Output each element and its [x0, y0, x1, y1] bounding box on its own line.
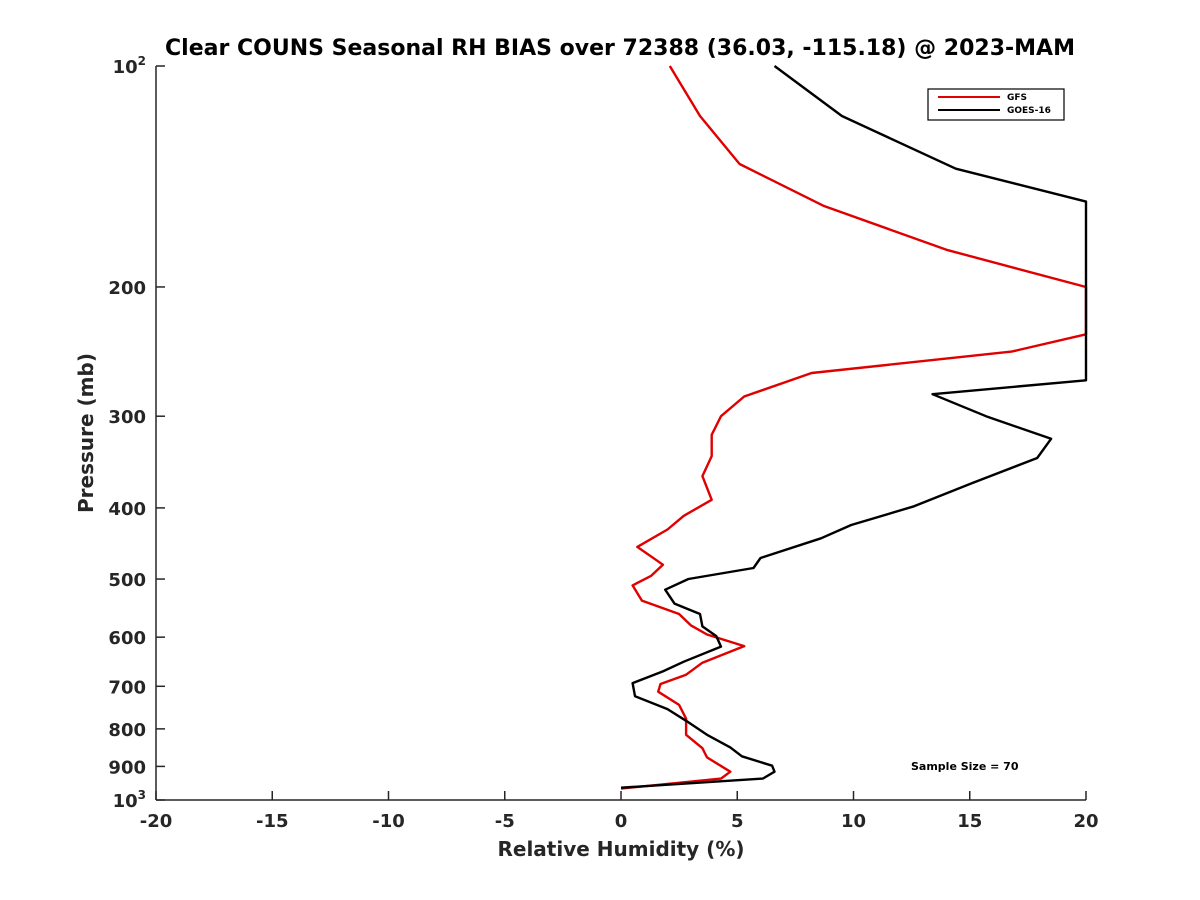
- x-axis-ticks: -20 -15 -10 -5 0 5 10 15 20: [140, 791, 1099, 832]
- y-tick-label: 800: [108, 720, 146, 741]
- y-axis-ticks: 102 200 300 400 500 600 700 800 900 103: [108, 54, 165, 812]
- y-tick-label: 500: [108, 570, 146, 591]
- y-tick-label: 900: [108, 757, 146, 778]
- y-tick-label: 400: [108, 499, 146, 520]
- y-tick-label: 200: [108, 278, 146, 299]
- x-tick-label: 10: [841, 811, 866, 832]
- legend-label-gfs: GFS: [1007, 93, 1027, 103]
- x-tick-label: -10: [372, 811, 405, 832]
- y-tick-label: 300: [108, 407, 146, 428]
- y-tick-label: 102: [113, 54, 146, 78]
- series-layer: [620, 65, 1088, 790]
- axes-frame: [155, 66, 1086, 801]
- series-line-gfs: [620, 65, 1088, 790]
- y-tick-label: 700: [108, 677, 146, 698]
- y-tick-label: 600: [108, 628, 146, 649]
- y-axis-label: Pressure (mb): [74, 353, 98, 513]
- x-tick-label: -5: [495, 811, 515, 832]
- x-tick-label: 5: [731, 811, 744, 832]
- x-axis-label: Relative Humidity (%): [497, 837, 744, 861]
- x-tick-label: 20: [1073, 811, 1098, 832]
- legend: GFS GOES-16: [927, 88, 1065, 121]
- x-tick-label: 0: [615, 811, 628, 832]
- sample-size-annotation: Sample Size = 70: [911, 760, 1019, 773]
- series-line-goes16: [620, 65, 1088, 789]
- x-tick-label: -20: [140, 811, 173, 832]
- y-tick-label: 103: [113, 788, 146, 812]
- legend-label-goes16: GOES-16: [1007, 106, 1051, 116]
- x-tick-label: -15: [256, 811, 289, 832]
- legend-box: [927, 88, 1065, 121]
- chart-title: Clear COUNS Seasonal RH BIAS over 72388 …: [165, 36, 1075, 61]
- x-tick-label: 15: [957, 811, 982, 832]
